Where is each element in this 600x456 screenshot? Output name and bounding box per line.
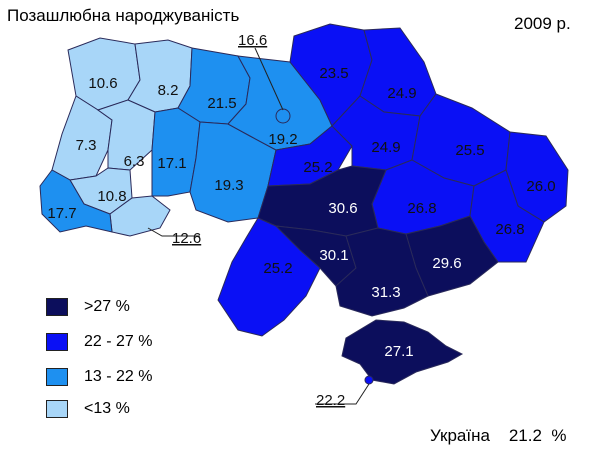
value-label: 25.5 [455, 142, 484, 159]
legend-item: <13 % [46, 398, 130, 420]
region-sevastopol [364, 375, 374, 385]
value-label: 27.1 [384, 343, 413, 360]
legend-item: >27 % [46, 296, 130, 318]
legend-swatch [46, 333, 68, 351]
legend-label: >27 % [84, 298, 130, 315]
map-title: Позашлюбна народжуваність [7, 6, 240, 25]
value-label: 26.0 [526, 178, 555, 195]
value-label: 30.1 [319, 247, 348, 264]
value-label: 19.2 [268, 131, 297, 148]
value-label-callout: 22.2 [316, 392, 345, 409]
value-label: 6.3 [124, 153, 145, 170]
value-label: 26.8 [495, 221, 524, 238]
value-label: 10.6 [88, 75, 117, 92]
sevastopol-leader [315, 383, 370, 405]
value-label-callout: 16.6 [238, 32, 267, 49]
region-sumy [359, 27, 437, 117]
value-label: 31.3 [371, 284, 400, 301]
value-label: 17.1 [157, 155, 186, 172]
region-kirovohrad [257, 165, 387, 237]
value-label: 24.9 [387, 85, 416, 102]
value-label: 19.3 [214, 177, 243, 194]
value-label: 29.6 [432, 255, 461, 272]
value-label: 8.2 [158, 82, 179, 99]
value-label: 23.5 [319, 65, 348, 82]
legend-item: 13 - 22 % [46, 366, 152, 388]
region-kherson [335, 227, 429, 317]
value-label: 24.9 [371, 139, 400, 156]
map-year: 2009 р. [514, 14, 571, 33]
legend-swatch [46, 400, 68, 418]
legend-item: 22 - 27 % [46, 331, 152, 353]
value-label: 30.6 [328, 200, 357, 217]
legend-label: 13 - 22 % [84, 368, 153, 385]
legend-swatch [46, 368, 68, 386]
value-label: 17.7 [47, 205, 76, 222]
legend-label: 22 - 27 % [84, 333, 153, 350]
value-label: 7.3 [76, 137, 97, 154]
value-label: 26.8 [407, 200, 436, 217]
value-label: 10.8 [97, 188, 126, 205]
legend-label: <13 % [84, 400, 130, 417]
value-label: 25.2 [263, 260, 292, 277]
region-chernivtsi [109, 195, 171, 237]
value-label: 25.2 [303, 159, 332, 176]
region-kyiv-city [275, 108, 291, 124]
region-value-labels: 10.6 8.2 7.3 6.3 10.8 12.6 17.7 21.5 17.… [47, 32, 555, 409]
region-crimea [341, 319, 464, 385]
kyiv-city-leader [254, 47, 284, 111]
legend-swatch [46, 298, 68, 316]
ukraine-total: Україна 21.2 % [430, 426, 567, 445]
value-label-callout: 12.6 [172, 230, 201, 247]
chernivtsi-leader [147, 227, 200, 237]
region-zakarpattia [39, 169, 113, 233]
value-label: 21.5 [207, 95, 236, 112]
